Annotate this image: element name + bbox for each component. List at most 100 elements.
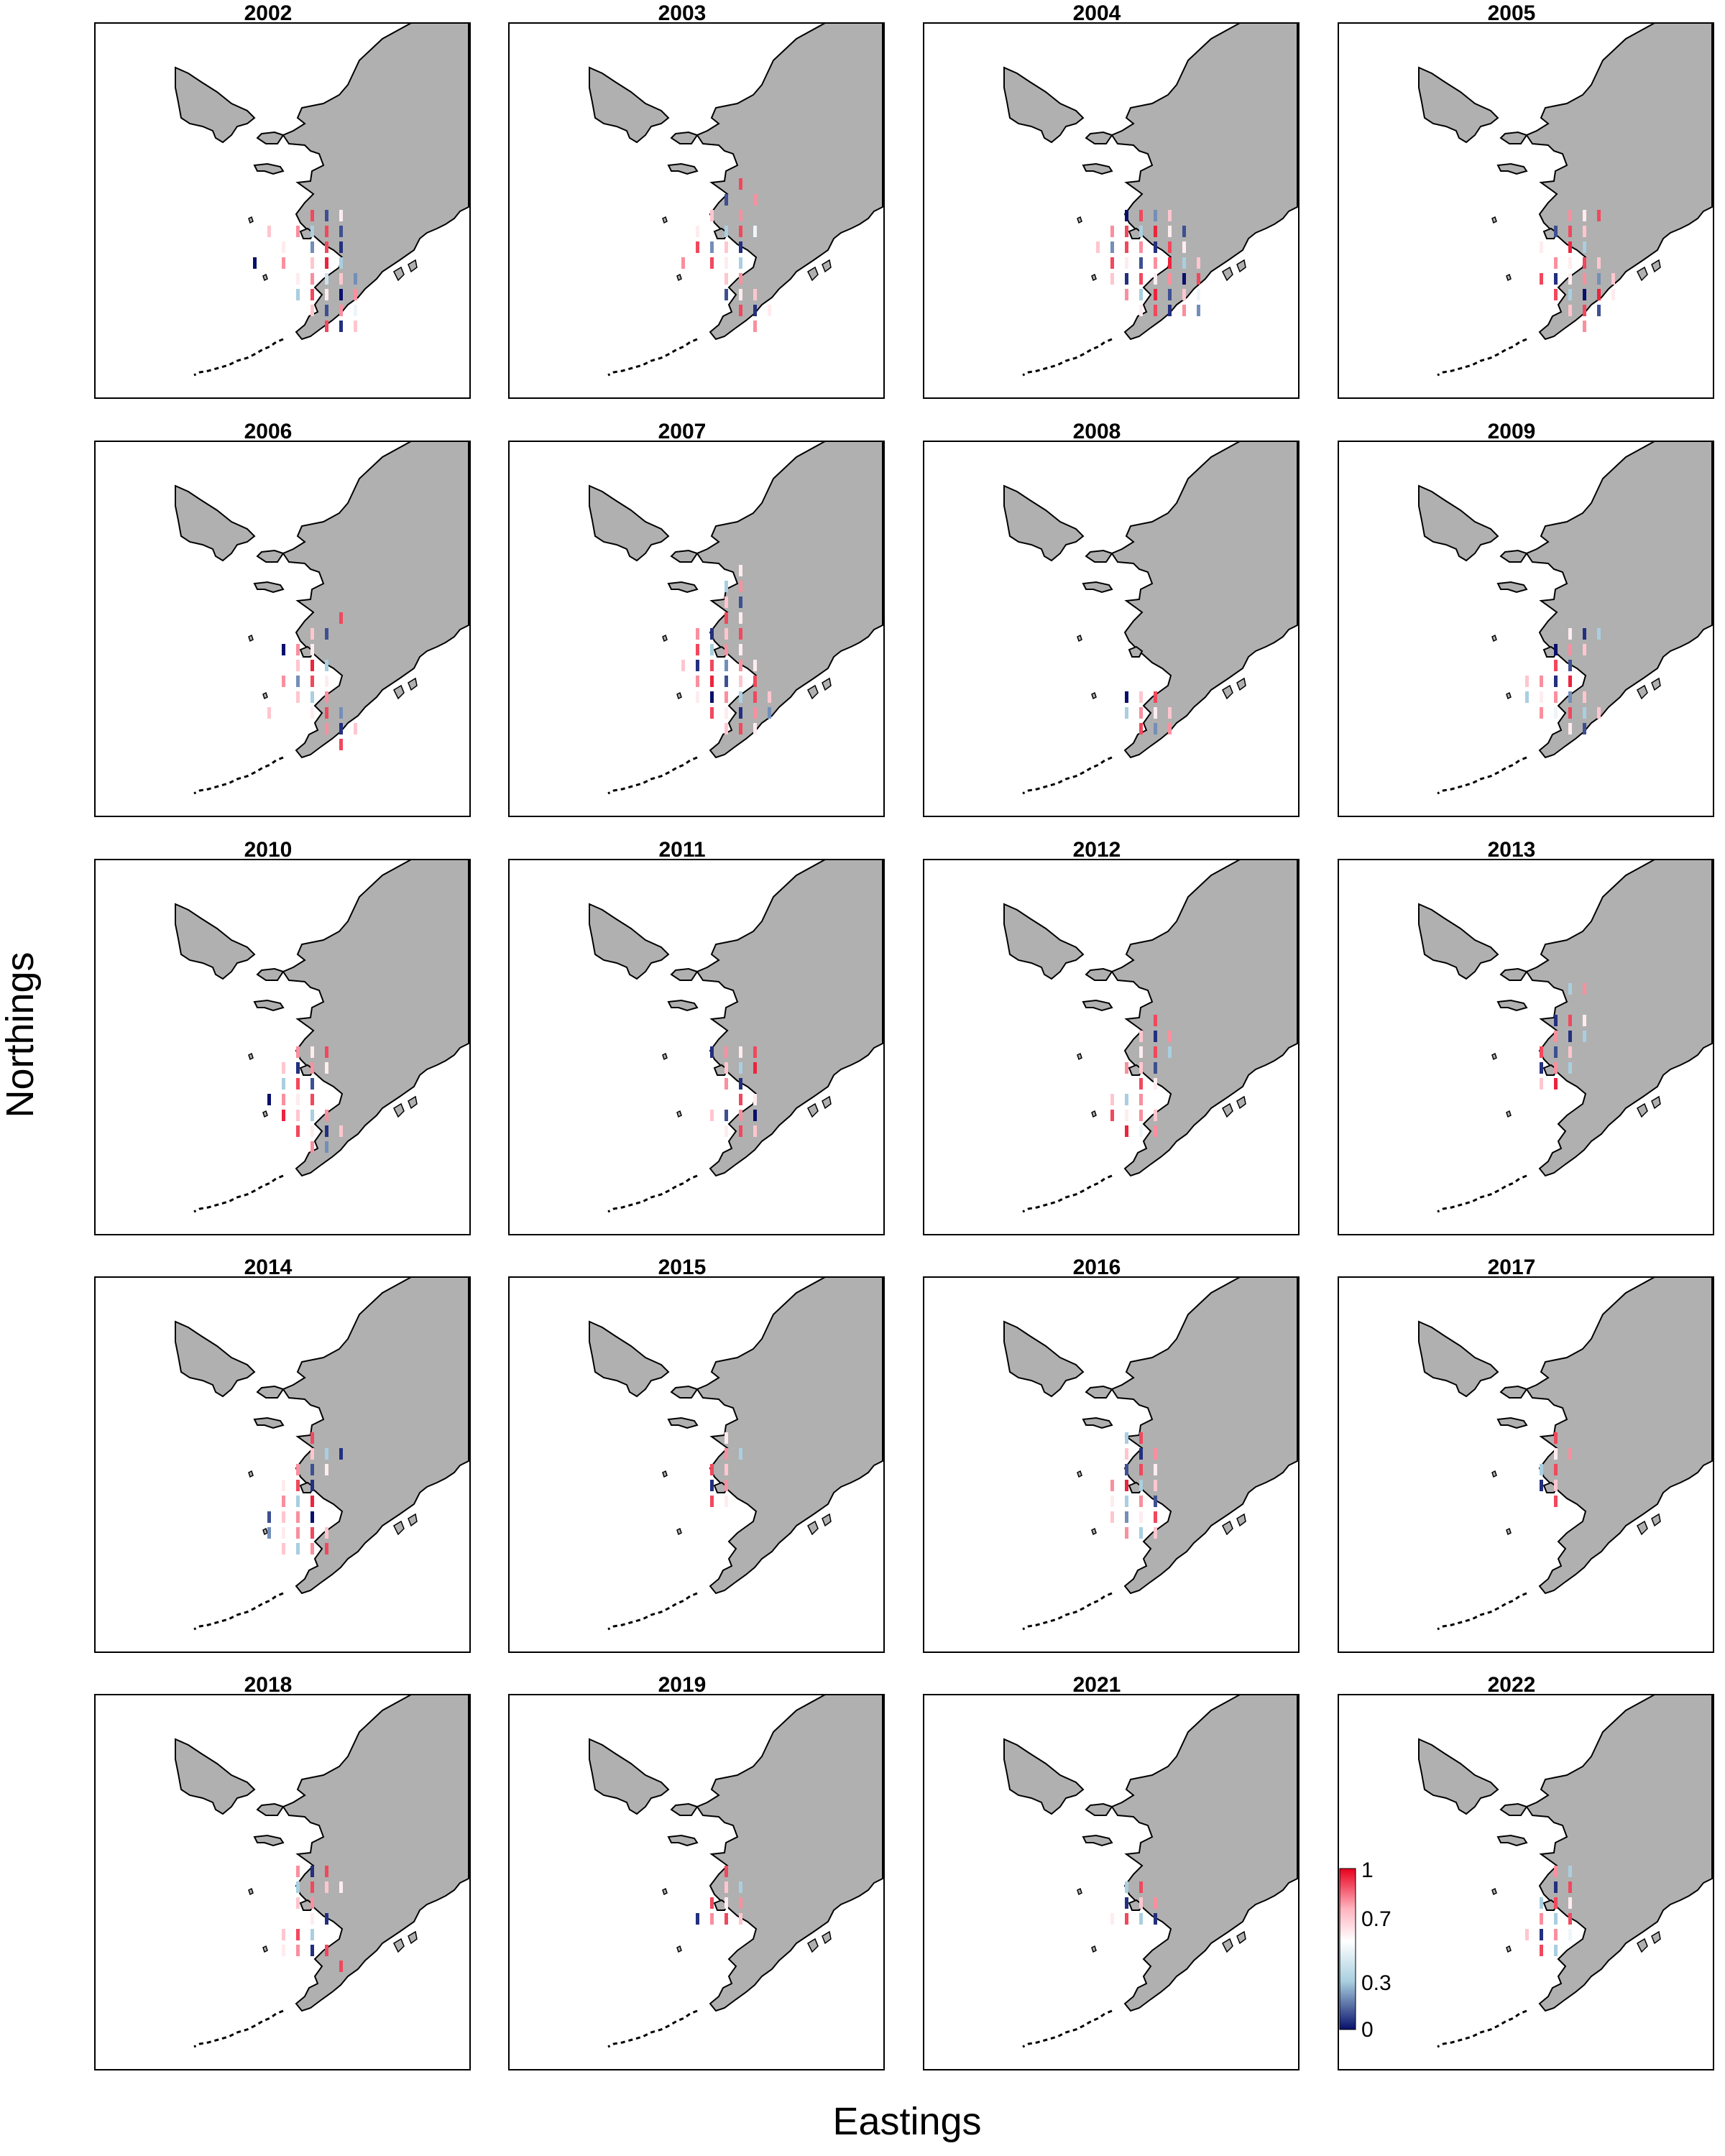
grid-cell	[1168, 1046, 1172, 1058]
grid-cell	[724, 226, 728, 237]
grid-cell	[1125, 289, 1128, 300]
grid-cell	[681, 660, 685, 671]
grid-cell	[739, 1897, 742, 1909]
colorbar-legend: 1 0.7 0.3 0	[1339, 1858, 1392, 2042]
grid-cell	[1554, 691, 1558, 703]
panel-frame	[1338, 1276, 1714, 1653]
grid-cell	[1197, 273, 1200, 285]
grid-cell	[1554, 1496, 1558, 1507]
grid-cell	[296, 1929, 300, 1940]
panel-title: 2013	[1488, 838, 1536, 862]
panel-title: 2003	[658, 1, 707, 25]
grid-cell	[739, 241, 742, 253]
colorbar-gradient	[1339, 1868, 1356, 2030]
grid-cell	[710, 691, 714, 703]
grid-cell	[1583, 321, 1586, 332]
grid-cell	[1154, 289, 1157, 300]
grid-cell	[739, 1913, 742, 1925]
grid-cell	[1540, 273, 1543, 285]
grid-cell	[1554, 1945, 1558, 1956]
grid-cell	[739, 1046, 742, 1058]
grid-cell	[1597, 273, 1601, 285]
grid-cell	[325, 210, 328, 221]
map-panel-2015: 2015	[508, 1256, 885, 1653]
grid-cell	[310, 1866, 314, 1877]
grid-cell	[1568, 1913, 1572, 1925]
grid-cell	[739, 305, 742, 316]
grid-cell	[310, 1881, 314, 1893]
grid-cell	[1154, 257, 1157, 269]
grid-cell	[253, 257, 257, 269]
grid-cell	[1197, 289, 1200, 300]
grid-cell	[339, 273, 343, 285]
grid-cell	[1597, 289, 1601, 300]
y-axis-label: Northings	[0, 952, 42, 1118]
grid-cell	[1568, 1448, 1572, 1460]
grid-cell	[1110, 1913, 1114, 1925]
grid-cell	[339, 1125, 343, 1137]
grid-cell	[1597, 210, 1601, 221]
grid-cell	[1125, 1480, 1128, 1491]
grid-cell	[753, 707, 757, 719]
grid-cell	[724, 1448, 728, 1460]
grid-cell	[1568, 1015, 1572, 1026]
grid-cell	[339, 210, 343, 221]
grid-cell	[739, 1125, 742, 1137]
grid-cell	[325, 723, 328, 734]
grid-cell	[296, 644, 300, 655]
grid-cell	[1154, 1015, 1157, 1026]
grid-cell	[1125, 1110, 1128, 1121]
grid-cell	[1125, 257, 1128, 269]
grid-cell	[296, 1125, 300, 1137]
grid-cell	[1197, 257, 1200, 269]
grid-cell	[1168, 273, 1172, 285]
grid-cell	[710, 241, 714, 253]
grid-cell	[1168, 257, 1172, 269]
grid-cell	[354, 289, 357, 300]
grid-cell	[282, 676, 285, 687]
map-panel-2008: 2008	[923, 420, 1300, 817]
grid-cell	[753, 289, 757, 300]
grid-cell	[310, 1929, 314, 1940]
grid-cell	[296, 1062, 300, 1074]
grid-cell	[753, 1110, 757, 1121]
grid-cell	[1182, 273, 1186, 285]
grid-cell	[710, 1496, 714, 1507]
grid-cell	[724, 660, 728, 671]
map-panel-2022: 2022	[1338, 1673, 1714, 2070]
grid-cell	[710, 1480, 714, 1491]
grid-cell	[739, 289, 742, 300]
grid-cell	[310, 1141, 314, 1153]
grid-cell	[310, 676, 314, 687]
grid-cell	[1540, 691, 1543, 703]
grid-cell	[724, 194, 728, 206]
grid-cell	[724, 1432, 728, 1444]
grid-cell	[1110, 257, 1114, 269]
x-axis-label: Eastings	[832, 2100, 982, 2143]
grid-cell	[1125, 210, 1128, 221]
grid-cell	[296, 1866, 300, 1877]
grid-cell	[724, 612, 728, 624]
panel-title: 2007	[658, 420, 707, 443]
grid-cell	[296, 1078, 300, 1089]
grid-cell	[1110, 241, 1114, 253]
grid-cell	[696, 1913, 699, 1925]
grid-cell	[724, 1062, 728, 1074]
panel-title: 2017	[1488, 1256, 1536, 1279]
grid-cell	[1583, 1031, 1586, 1042]
grid-cell	[739, 226, 742, 237]
map-panel-2005: 2005	[1338, 1, 1714, 399]
grid-cell	[325, 691, 328, 703]
grid-cell	[1182, 226, 1186, 237]
grid-cell	[724, 707, 728, 719]
panel-title: 2019	[658, 1673, 707, 1697]
grid-cell	[310, 210, 314, 221]
grid-cell	[325, 273, 328, 285]
grid-cell	[267, 1511, 271, 1523]
grid-cell	[1540, 241, 1543, 253]
grid-cell	[310, 1432, 314, 1444]
grid-cell	[710, 660, 714, 671]
grid-cell	[325, 1881, 328, 1893]
panel-frame	[923, 1694, 1300, 2070]
grid-cell	[1540, 1929, 1543, 1940]
